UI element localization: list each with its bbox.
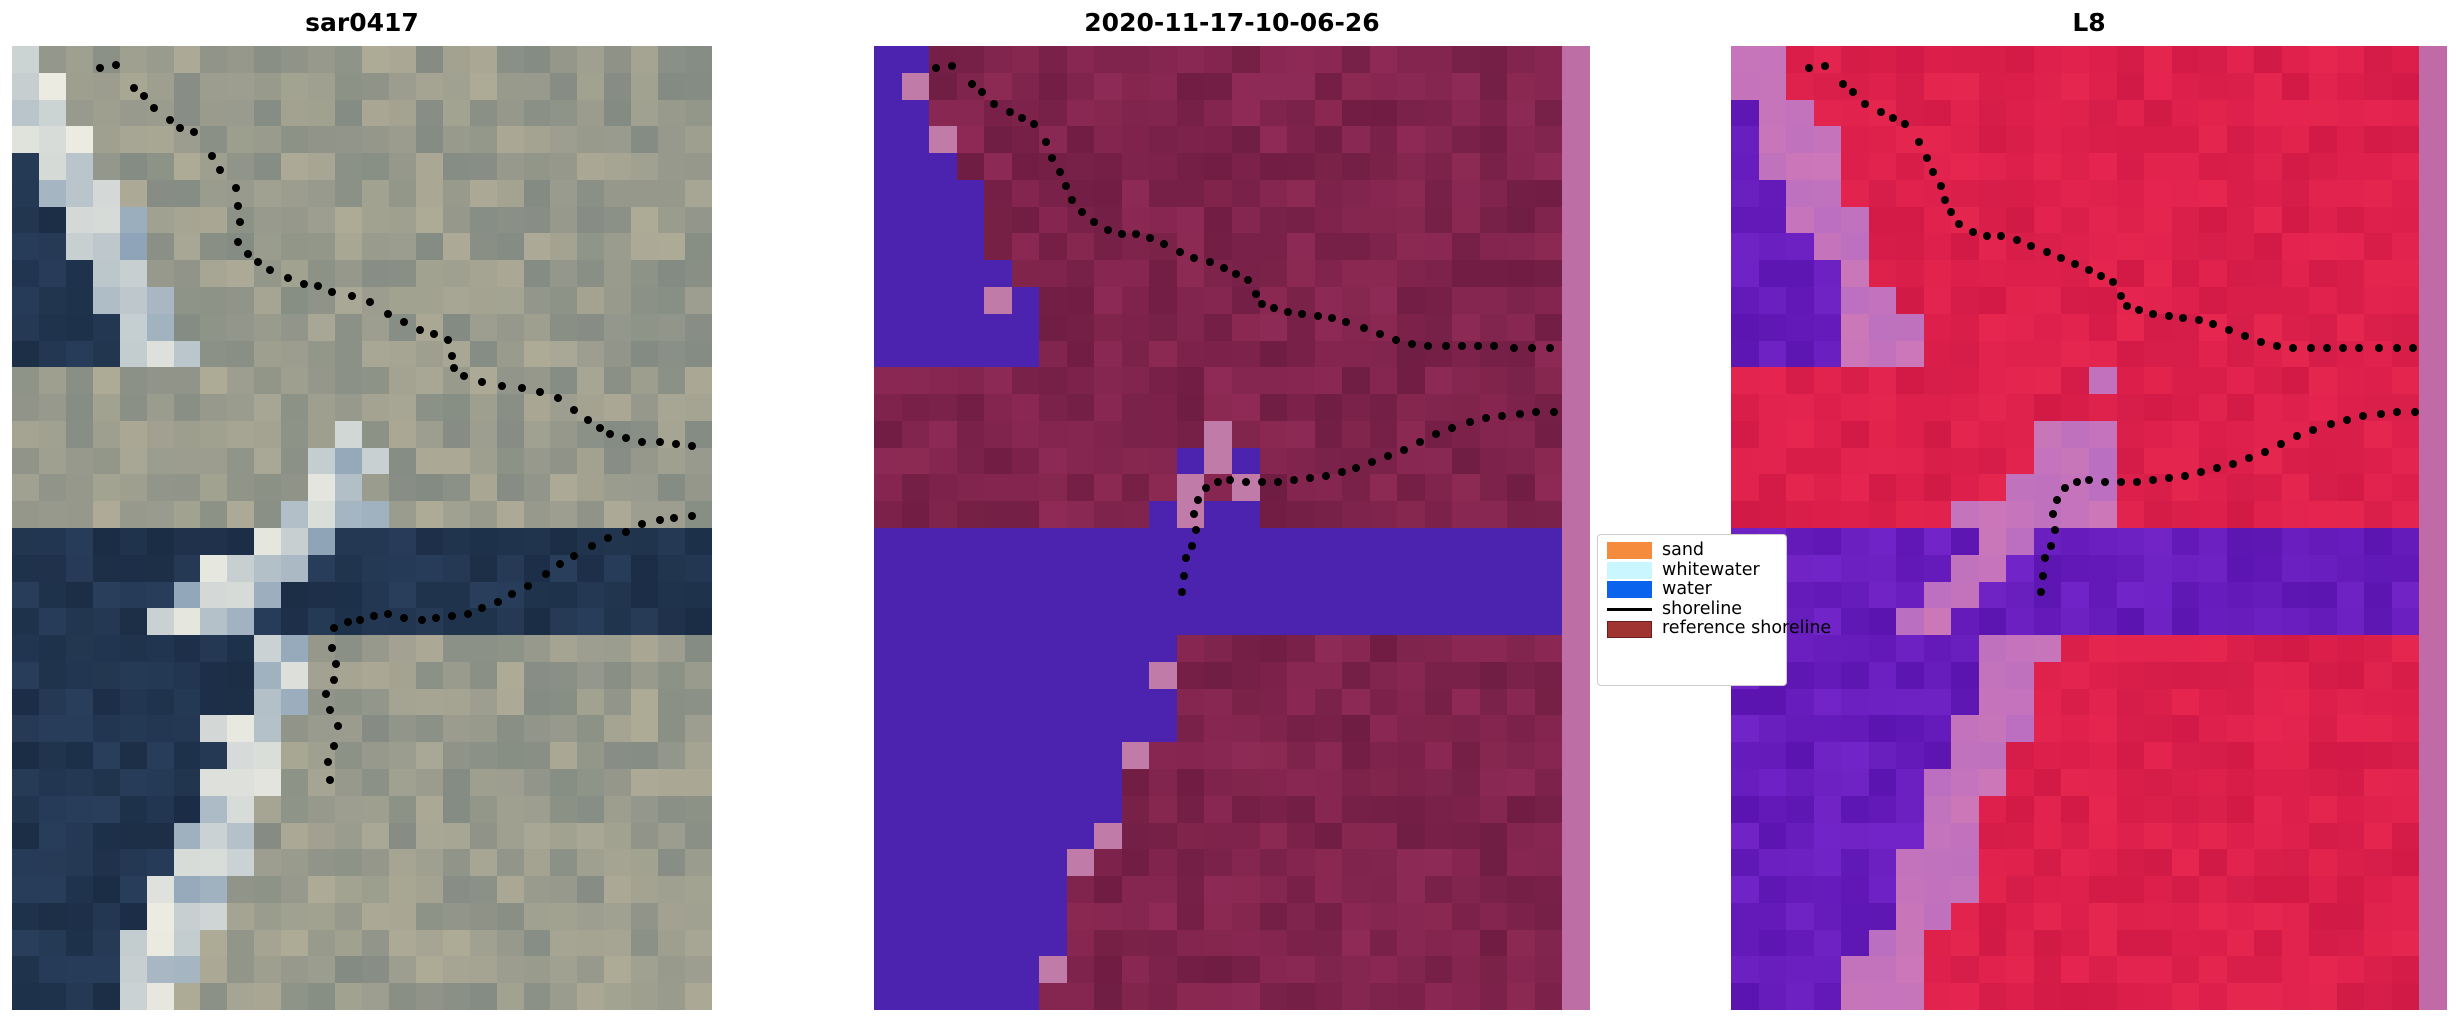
panel-image-sar[interactable] (12, 46, 712, 1010)
legend-item-whitewater: whitewater (1598, 561, 1786, 581)
l8-pixel-grid (1731, 46, 2447, 1010)
shoreline-line-icon (1607, 601, 1652, 618)
legend-item-sand: sand (1598, 541, 1786, 561)
legend-label-sand: sand (1662, 540, 1705, 561)
legend: sand whitewater water shoreline referenc… (1597, 534, 1831, 686)
panel-title-sar: sar0417 (305, 8, 419, 37)
legend-item-shoreline: shoreline (1598, 600, 1786, 620)
legend-label-reference-shoreline: reference shoreline (1662, 618, 1832, 639)
legend-item-reference-shoreline: reference shoreline (1598, 619, 1831, 639)
classified-pixel-grid (874, 46, 1590, 1010)
legend-item-water: water (1598, 580, 1786, 600)
whitewater-swatch-icon (1607, 561, 1652, 579)
water-swatch-icon (1607, 581, 1652, 599)
sand-swatch-icon (1607, 542, 1652, 560)
legend-label-shoreline: shoreline (1662, 598, 1743, 619)
panel-title-classified: 2020-11-17-10-06-26 (1084, 8, 1380, 37)
legend-label-water: water (1662, 579, 1712, 600)
panel-title-l8: L8 (2072, 8, 2106, 37)
reference-shoreline-swatch-icon (1607, 620, 1652, 638)
panel-image-l8[interactable] (1731, 46, 2447, 1010)
legend-label-whitewater: whitewater (1662, 559, 1760, 580)
panel-image-classified[interactable] (874, 46, 1590, 1010)
sar-pixel-grid (12, 46, 712, 1010)
